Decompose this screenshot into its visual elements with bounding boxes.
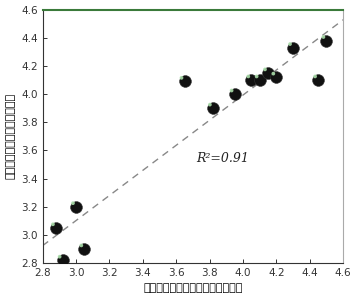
X-axis label: 抗张指数实际测试值（自然对数）: 抗张指数实际测试值（自然对数）: [143, 283, 242, 293]
Point: [257, 77, 262, 82]
Point: [229, 88, 235, 93]
Point: [315, 77, 321, 82]
Point: [323, 38, 329, 43]
Text: R²=0.91: R²=0.91: [196, 152, 249, 165]
Point: [70, 201, 76, 206]
Point: [271, 71, 276, 76]
Point: [287, 42, 293, 46]
Point: [321, 35, 326, 39]
Point: [265, 71, 271, 75]
Point: [246, 74, 251, 79]
Point: [60, 258, 65, 263]
Point: [79, 243, 84, 248]
Point: [312, 74, 318, 79]
Point: [232, 92, 237, 97]
Point: [273, 75, 279, 80]
Y-axis label: 抗张指数预测值（自然对数）: 抗张指数预测值（自然对数）: [6, 93, 16, 179]
Point: [254, 74, 260, 79]
Point: [57, 254, 62, 259]
Point: [53, 225, 59, 230]
Point: [73, 204, 79, 209]
Point: [178, 75, 184, 80]
Point: [262, 67, 268, 72]
Point: [81, 247, 87, 251]
Point: [182, 79, 187, 84]
Point: [210, 106, 216, 111]
Point: [207, 102, 213, 107]
Point: [290, 45, 296, 50]
Point: [248, 77, 254, 82]
Point: [50, 222, 56, 227]
